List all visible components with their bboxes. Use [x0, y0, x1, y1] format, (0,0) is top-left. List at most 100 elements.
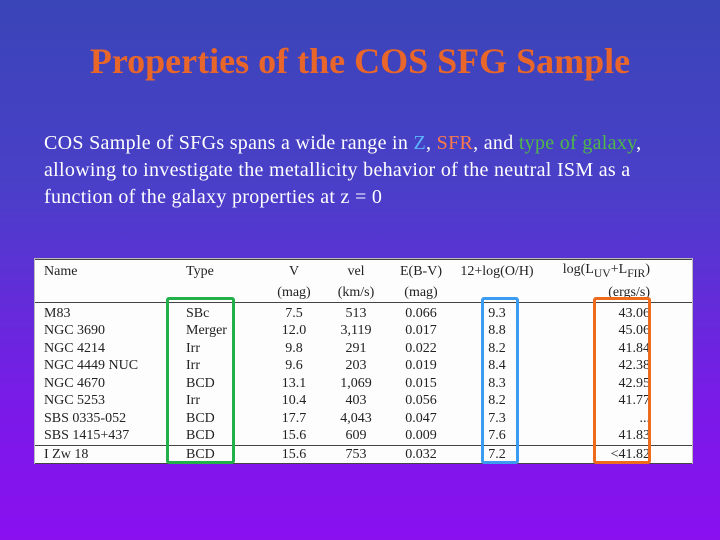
- cell-type: BCD: [186, 428, 215, 444]
- cell-metallicity: 7.2: [452, 444, 542, 465]
- cell-name: SBS 0335-052: [44, 410, 127, 426]
- table-header-row: Name Type V vel E(B-V) 12+log(O/H) log(L…: [35, 258, 692, 284]
- cell-metallicity: 7.6: [488, 428, 506, 444]
- cell-v-mag: 12.0: [281, 323, 307, 339]
- cell-luminosity: ...: [639, 410, 651, 426]
- cell-velocity: 291: [345, 340, 367, 356]
- unit-luminosity: (ergs/s): [542, 283, 692, 303]
- cell-v-mag: 13.1: [281, 375, 307, 391]
- cell-ebv: 0.032: [390, 444, 452, 465]
- unit-v: (mag): [266, 283, 322, 303]
- col-header-vel: vel: [322, 258, 390, 284]
- table-row: NGC 5253 Irr 10.4 403 0.056 8.2 41.77: [35, 392, 692, 410]
- lum-uv-subscript: UV: [593, 266, 611, 280]
- sample-table-image: Name Type V vel E(B-V) 12+log(O/H) log(L…: [34, 258, 693, 465]
- table-row: M83 SBc 7.5 513 0.066 9.3 43.06: [35, 302, 692, 322]
- lum-suffix: ): [645, 262, 650, 277]
- cell-type: Irr: [186, 358, 200, 374]
- table-row: I Zw 18 BCD 15.6 753 0.032 7.2 <41.82: [35, 444, 692, 465]
- lum-prefix: log(L: [562, 262, 594, 277]
- table-units-row: (mag) (km/s) (mag) (ergs/s): [35, 283, 692, 303]
- cell-ebv: 0.009: [405, 428, 437, 444]
- highlight-galaxy-type: type of galaxy: [518, 132, 637, 154]
- cell-luminosity: 45.06: [618, 323, 651, 339]
- cell-type: Irr: [186, 340, 200, 356]
- intro-paragraph: COS Sample of SFGs spans a wide range in…: [44, 130, 694, 211]
- cell-v-mag: 15.6: [281, 428, 307, 444]
- cell-luminosity: 42.38: [618, 358, 651, 374]
- col-header-luminosity: log(LUV+LFIR): [542, 258, 692, 284]
- cell-type: BCD: [186, 410, 215, 426]
- unit-vel: (km/s): [322, 283, 390, 303]
- cell-velocity: 513: [345, 305, 367, 321]
- intro-text-1: COS Sample of SFGs spans a wide range in: [44, 132, 414, 154]
- table-row: SBS 1415+437 BCD 15.6 609 0.009 7.6 41.83: [35, 427, 692, 445]
- cell-type: BCD: [186, 375, 215, 391]
- table-body: M83 SBc 7.5 513 0.066 9.3 43.06 NGC 3690 Merger 1…: [35, 302, 692, 465]
- cell-metallicity: 9.3: [488, 305, 506, 321]
- cell-ebv: 0.019: [405, 358, 437, 374]
- slide-title: Properties of the COS SFG Sample: [89, 41, 631, 81]
- cell-v-mag: 15.6: [266, 444, 322, 465]
- table-row: SBS 0335-052 BCD 17.7 4,043 0.047 7.3...: [35, 410, 692, 428]
- lum-plus: +L: [610, 262, 628, 277]
- cell-name: NGC 4670: [44, 375, 106, 391]
- col-header-ebv: E(B-V): [390, 258, 452, 284]
- cell-type: SBc: [186, 305, 210, 321]
- cell-v-mag: 9.8: [285, 340, 303, 356]
- cell-velocity: 203: [345, 358, 367, 374]
- unit-ebv: (mag): [390, 283, 452, 303]
- cell-luminosity: 41.83: [618, 428, 651, 444]
- cell-name: NGC 5253: [44, 393, 106, 409]
- cell-velocity: 753: [322, 444, 390, 465]
- table-row: NGC 4214 Irr 9.8 291 0.022 8.2 41.84: [35, 340, 692, 358]
- cell-luminosity: 43.06: [618, 305, 651, 321]
- cell-metallicity: 8.3: [488, 375, 506, 391]
- cell-v-mag: 9.6: [285, 358, 303, 374]
- cell-metallicity: 8.8: [488, 323, 506, 339]
- cell-type: BCD: [172, 444, 266, 465]
- cell-name: SBS 1415+437: [44, 428, 130, 444]
- cell-velocity: 609: [345, 428, 367, 444]
- cell-metallicity: 7.3: [488, 410, 506, 426]
- table-row: NGC 3690 Merger 12.0 3,119 0.017 8.8 45.06: [35, 322, 692, 340]
- col-header-type: Type: [172, 258, 266, 284]
- cell-metallicity: 8.2: [488, 393, 506, 409]
- cell-ebv: 0.056: [405, 393, 437, 409]
- highlight-sfr: SFR: [436, 132, 474, 154]
- cell-luminosity: 41.77: [618, 393, 651, 409]
- cell-velocity: 403: [345, 393, 367, 409]
- cell-metallicity: 8.2: [488, 340, 506, 356]
- cell-name: NGC 3690: [44, 323, 106, 339]
- cell-v-mag: 10.4: [281, 393, 307, 409]
- cell-ebv: 0.047: [405, 410, 437, 426]
- cell-ebv: 0.017: [405, 323, 437, 339]
- highlight-metallicity: Z: [413, 132, 427, 154]
- cell-name: NGC 4449 NUC: [44, 358, 139, 374]
- intro-text-2: ,: [426, 132, 437, 154]
- cell-ebv: 0.066: [405, 305, 437, 321]
- cell-type: Merger: [186, 323, 227, 339]
- col-header-name: Name: [35, 258, 172, 284]
- cell-type: Irr: [186, 393, 200, 409]
- cell-luminosity: 42.95: [618, 375, 651, 391]
- table-row: NGC 4449 NUC Irr 9.6 203 0.019 8.4 42.38: [35, 357, 692, 375]
- intro-text-3: , and: [473, 132, 519, 154]
- cell-v-mag: 17.7: [281, 410, 307, 426]
- cell-name: M83: [44, 305, 71, 321]
- cell-velocity: 3,119: [340, 323, 372, 339]
- col-header-metallicity: 12+log(O/H): [452, 258, 542, 284]
- cell-ebv: 0.015: [405, 375, 437, 391]
- cell-name: I Zw 18: [35, 444, 172, 465]
- cell-name: NGC 4214: [44, 340, 106, 356]
- sample-properties-table: Name Type V vel E(B-V) 12+log(O/H) log(L…: [35, 258, 692, 465]
- cell-luminosity: <41.82: [542, 444, 692, 465]
- cell-ebv: 0.022: [405, 340, 437, 356]
- cell-v-mag: 7.5: [285, 305, 303, 321]
- intro-text-4: , allowing to investigate the metallicit…: [44, 132, 642, 208]
- lum-fir-subscript: FIR: [627, 266, 646, 280]
- cell-luminosity: 41.84: [618, 340, 651, 356]
- cell-velocity: 1,069: [340, 375, 372, 391]
- cell-metallicity: 8.4: [488, 358, 506, 374]
- cell-velocity: 4,043: [340, 410, 372, 426]
